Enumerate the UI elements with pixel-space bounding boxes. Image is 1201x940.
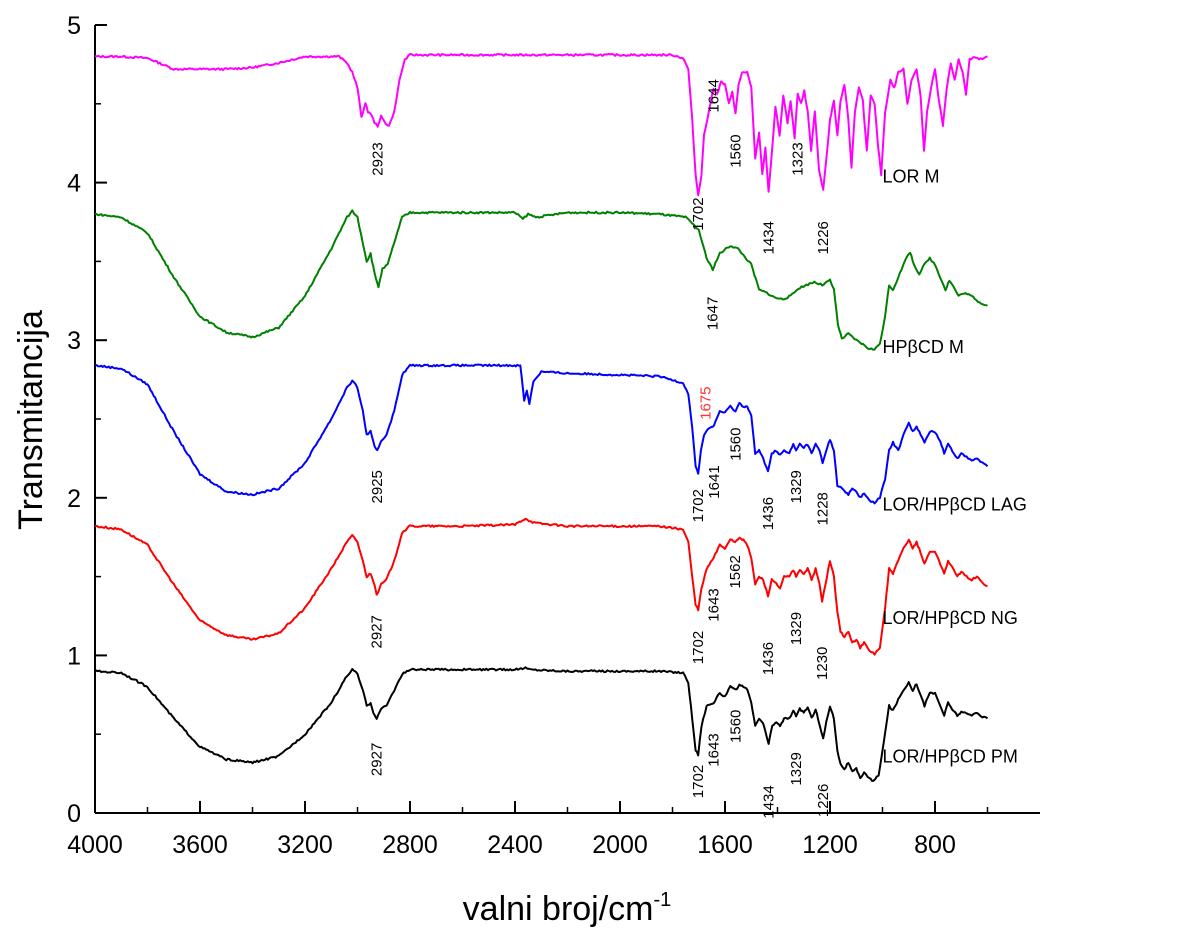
peak-label: 1228 — [815, 492, 832, 525]
x-tick-label: 2800 — [382, 831, 438, 859]
series-layer — [94, 53, 989, 782]
y-tick-label: 1 — [67, 642, 81, 670]
peak-label: 1643 — [706, 588, 723, 621]
peak-label: 1644 — [706, 79, 723, 112]
y-tick-label: 4 — [67, 170, 81, 198]
series-label-lor-hp-cd-pm: LOR/HPβCD PM — [883, 747, 1018, 767]
peak-label: 1702 — [690, 489, 707, 522]
x-tick-label: 2400 — [487, 831, 543, 859]
y-axis-ticks: 0 1 2 3 4 5 — [67, 12, 107, 828]
peak-label: 1230 — [814, 647, 831, 680]
peak-label: 1323 — [790, 142, 807, 175]
peak-label: 1329 — [788, 470, 805, 503]
series-line-hp-cd-m — [94, 209, 988, 351]
series-line-lor-hp-cd-lag — [94, 363, 989, 505]
series-label-lor-hp-cd-lag: LOR/HPβCD LAG — [883, 494, 1027, 514]
x-axis-ticks: 4000 3600 3200 2800 2400 2000 1600 1200 800 — [67, 801, 989, 859]
series-line-lor-m — [94, 53, 988, 197]
series-label-lor-m: LOR M — [883, 167, 940, 187]
series-label-hp-cd-m: HPβCD M — [883, 337, 964, 357]
peak-label: 1436 — [760, 642, 777, 675]
x-axis-title-superscript: -1 — [654, 889, 672, 911]
peak-label: 1329 — [788, 752, 805, 785]
y-axis-title: Transmitancija — [12, 310, 50, 530]
x-tick-label: 1200 — [802, 831, 858, 859]
series-label-lor-hp-cd-ng: LOR/HPβCD NG — [883, 608, 1018, 628]
x-tick-label: 800 — [914, 831, 956, 859]
series-line-lor-hp-cd-ng — [94, 517, 988, 656]
peak-label: 1641 — [706, 465, 723, 498]
series-line-lor-hp-cd-pm — [94, 666, 989, 782]
peak-label: 2927 — [369, 743, 386, 776]
x-tick-label: 4000 — [67, 831, 123, 859]
y-tick-label: 2 — [67, 485, 81, 513]
x-tick-label: 3600 — [172, 831, 228, 859]
peak-label: 2927 — [369, 615, 386, 648]
peak-label: 1562 — [727, 555, 744, 588]
peak-label: 1702 — [690, 631, 707, 664]
peak-label: 1702 — [690, 765, 707, 798]
peak-label: 1675 — [697, 387, 714, 420]
peak-label: 2923 — [370, 142, 387, 175]
y-tick-label: 5 — [67, 12, 81, 40]
series-labels: LOR M HPβCD M LOR/HPβCD LAG LOR/HPβCD NG LOR… — [883, 167, 1027, 767]
x-axis-title: valni broj/cm-1 — [463, 889, 672, 928]
peak-label: 1560 — [728, 710, 745, 743]
peak-label: 1560 — [728, 428, 745, 461]
peak-label: 1434 — [761, 221, 778, 254]
peak-label: 1226 — [815, 221, 832, 254]
peak-label: 1329 — [788, 612, 805, 645]
peak-label: 1434 — [761, 785, 778, 818]
plot-frame — [94, 25, 1040, 814]
peak-label: 1436 — [760, 497, 777, 530]
peak-label: 2925 — [369, 470, 386, 503]
peak-label: 1643 — [706, 733, 723, 766]
x-tick-label: 3200 — [277, 831, 333, 859]
peak-label: 1226 — [815, 784, 832, 817]
peak-label: 1560 — [728, 134, 745, 167]
peak-annotations: 2923 1644 1702 1560 1434 1323 1226 1647 1675 2925… — [369, 79, 833, 818]
x-tick-label: 2000 — [592, 831, 648, 859]
peak-label: 1647 — [705, 297, 722, 330]
x-tick-label: 1600 — [697, 831, 753, 859]
x-axis-title-text: valni broj/cm — [463, 890, 654, 928]
peak-label: 1702 — [690, 197, 707, 230]
y-tick-label: 3 — [67, 327, 81, 355]
y-tick-label: 0 — [67, 800, 81, 828]
